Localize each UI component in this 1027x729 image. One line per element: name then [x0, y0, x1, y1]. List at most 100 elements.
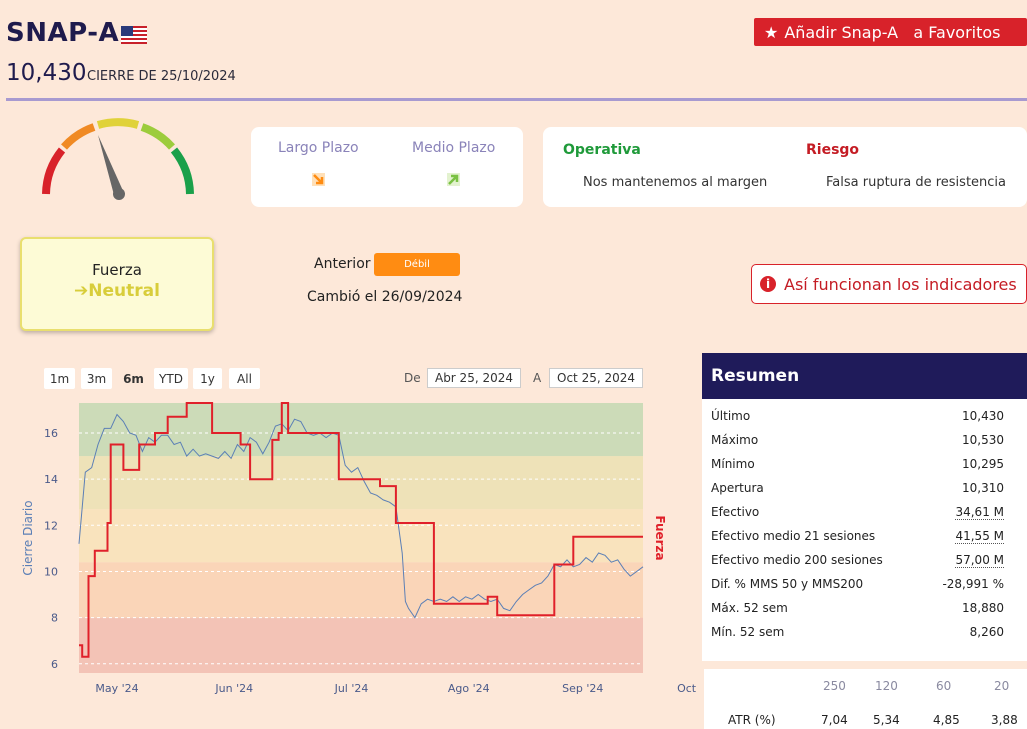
atr-header-250: 250: [823, 679, 846, 693]
term-panel: Largo Plazo Medio Plazo: [251, 127, 523, 207]
strength-value: Neutral: [88, 281, 160, 301]
arrow-down-right-icon: [312, 173, 325, 186]
summary-row: Efectivo medio 200 sesiones 57,00 M: [711, 553, 1004, 573]
atr-value-120: 5,34: [873, 713, 900, 727]
price-chart[interactable]: 6 8 10 12 14 16 May '24 Jun '24 Jul '24 Ago '24 S…: [0, 395, 700, 700]
arrow-right-icon: ➔: [74, 281, 89, 301]
y-tick-label: 6: [51, 658, 58, 671]
summary-row-value: -28,991 %: [942, 577, 1004, 591]
y-tick-label: 16: [44, 427, 58, 440]
long-term-label: Largo Plazo: [278, 140, 359, 156]
changed-date: Cambió el 26/09/2024: [307, 289, 463, 305]
star-icon: ★: [764, 22, 779, 42]
operativa-title: Operativa: [563, 142, 641, 158]
y-axis-label: Cierre Diario: [21, 500, 35, 575]
summary-row-label: Último: [711, 409, 751, 423]
to-date-input[interactable]: Oct 25, 2024: [549, 368, 643, 388]
chart-band: [79, 617, 643, 673]
summary-row-label: Mín. 52 sem: [711, 625, 785, 639]
info-icon: i: [760, 276, 776, 292]
operativa-text: Nos mantenemos al margen: [583, 175, 768, 190]
ticker-symbol: SNAP-A: [6, 18, 120, 48]
atr-value-20: 3,88: [991, 713, 1018, 727]
range-1y-button[interactable]: 1y: [193, 368, 222, 389]
summary-row-label: Máx. 52 sem: [711, 601, 788, 615]
summary-row: Último 10,430: [711, 409, 1004, 429]
header-divider: [6, 98, 1027, 101]
chart-band: [79, 456, 643, 510]
summary-row: Mín. 52 sem 8,260: [711, 625, 1004, 645]
x-tick-label: Jun '24: [214, 682, 253, 695]
range-3m-button[interactable]: 3m: [81, 368, 112, 389]
previous-strength-badge: Débil: [374, 253, 460, 276]
add-favorite-label: Añadir Snap-A a Favoritos: [784, 22, 1001, 42]
range-ytd-button[interactable]: YTD: [154, 368, 188, 389]
summary-row-value: 10,430: [962, 409, 1004, 423]
summary-row-label: Efectivo: [711, 505, 760, 519]
y2-axis-label: Fuerza: [653, 515, 667, 560]
x-tick-label: Oct '24: [677, 682, 700, 695]
from-date-input[interactable]: Abr 25, 2024: [427, 368, 521, 388]
summary-row: Máximo 10,530: [711, 433, 1004, 453]
atr-header-60: 60: [936, 679, 952, 693]
previous-label: Anterior: [314, 256, 371, 272]
summary-row-label: Efectivo medio 200 sesiones: [711, 553, 883, 567]
y-tick-label: 12: [44, 519, 58, 532]
y-tick-label: 10: [44, 565, 58, 578]
arrow-up-right-icon: [447, 173, 460, 186]
summary-row: Máx. 52 sem 18,880: [711, 601, 1004, 621]
atr-header-120: 120: [875, 679, 898, 693]
summary-row-value: 10,310: [962, 481, 1004, 495]
range-6m-button[interactable]: 6m: [123, 371, 144, 386]
indicators-info-label: Así funcionan los indicadores: [784, 274, 1017, 294]
summary-header: Resumen: [702, 353, 1027, 399]
to-label: A: [533, 371, 542, 385]
summary-row: Dif. % MMS 50 y MMS200 -28,991 %: [711, 577, 1004, 597]
x-tick-label: May '24: [95, 682, 138, 695]
close-date-label: CIERRE DE 25/10/2024: [87, 69, 236, 84]
atr-table: 250 120 60 20 ATR (%) 7,04 5,34 4,85 3,8…: [704, 669, 1027, 729]
atr-label: ATR (%): [728, 713, 776, 727]
summary-row-label: Mínimo: [711, 457, 755, 471]
summary-row-label: Apertura: [711, 481, 764, 495]
strength-title: Fuerza: [92, 261, 142, 279]
riesgo-text: Falsa ruptura de resistencia: [826, 175, 1007, 190]
x-tick-label: Jul '24: [334, 682, 369, 695]
chart-band: [79, 403, 643, 457]
summary-row: Efectivo medio 21 sesiones 41,55 M: [711, 529, 1004, 549]
chart-band: [79, 509, 643, 563]
from-label: De: [404, 371, 421, 385]
summary-row-label: Máximo: [711, 433, 759, 447]
strength-series-line: [79, 402, 643, 658]
add-favorite-button[interactable]: ★ Añadir Snap-A a Favoritos: [754, 18, 1027, 46]
range-1m-button[interactable]: 1m: [44, 368, 75, 389]
atr-value-60: 4,85: [933, 713, 960, 727]
strength-box: Fuerza ➔Neutral: [20, 237, 214, 331]
summary-row: Apertura 10,310: [711, 481, 1004, 501]
summary-row-value[interactable]: 41,55 M: [955, 529, 1004, 544]
operativa-panel: Operativa Nos mantenemos al margen Riesg…: [543, 127, 1027, 207]
summary-row-value: 10,295: [962, 457, 1004, 471]
summary-row: Efectivo 34,61 M: [711, 505, 1004, 525]
summary-row-value[interactable]: 34,61 M: [955, 505, 1004, 520]
price-series-line: [78, 413, 644, 619]
chart-band: [79, 562, 643, 618]
strength-gauge: [42, 118, 194, 200]
summary-row-label: Dif. % MMS 50 y MMS200: [711, 577, 864, 591]
range-all-button[interactable]: All: [229, 368, 260, 389]
summary-row-value: 18,880: [962, 601, 1004, 615]
strength-value-row: ➔Neutral: [22, 281, 212, 301]
us-flag-icon: [121, 26, 147, 44]
y-tick-label: 8: [51, 612, 58, 625]
indicators-info-button[interactable]: i Así funcionan los indicadores: [751, 264, 1027, 304]
last-price: 10,430: [6, 60, 87, 86]
atr-value-250: 7,04: [821, 713, 848, 727]
y-tick-label: 14: [44, 473, 58, 486]
atr-header-20: 20: [994, 679, 1010, 693]
riesgo-title: Riesgo: [806, 142, 860, 158]
summary-row: Mínimo 10,295: [711, 457, 1004, 477]
summary-row-value[interactable]: 57,00 M: [955, 553, 1004, 568]
mid-term-label: Medio Plazo: [412, 140, 496, 156]
summary-row-value: 8,260: [969, 625, 1004, 639]
summary-table: Último 10,430 Máximo 10,530 Mínimo 10,295 Aper…: [702, 399, 1027, 661]
